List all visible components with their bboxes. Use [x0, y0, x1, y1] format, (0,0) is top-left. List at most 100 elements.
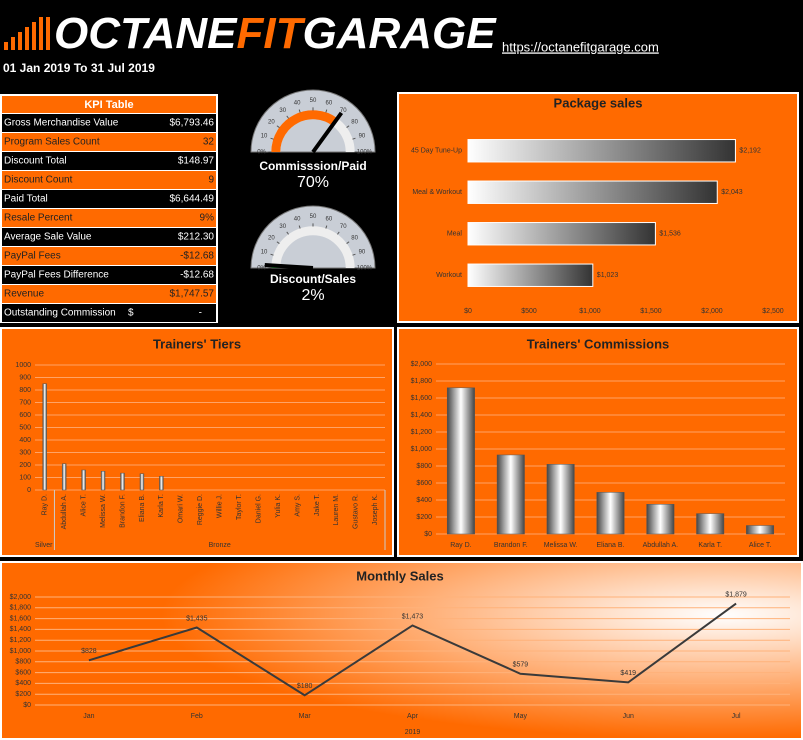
x-tick-label: Ray D. [42, 494, 49, 515]
y-tick-label: 200 [19, 462, 31, 469]
x-tick-label: Alice T. [80, 494, 87, 516]
y-tick-label: 45 Day Tune-Up [411, 148, 462, 155]
y-tick-label: $0 [424, 531, 432, 538]
gauge-tick-label: 10 [261, 134, 268, 140]
bar [696, 513, 725, 535]
y-tick-label: Workout [436, 272, 462, 279]
x-tick-label: $1,500 [640, 308, 662, 315]
kpi-label: PayPal Fees Difference [4, 270, 109, 281]
x-tick-label: $500 [521, 308, 537, 315]
gauge-tick [352, 137, 356, 140]
value-label: $579 [513, 662, 529, 669]
gauge-tick-label: 0% [257, 150, 266, 156]
kpi-row [2, 266, 216, 284]
gauge-tick [298, 225, 301, 229]
kpi-title: KPI Table [84, 99, 133, 111]
x-tick-label: Jan [83, 713, 94, 720]
x-tick-label: Brandon F. [494, 542, 528, 549]
x-tick-label: Jul [732, 713, 741, 720]
logo: OCTANEFITGARAGE [54, 9, 497, 58]
gauge-tick-label: 90 [359, 134, 366, 140]
gauge-tick [286, 231, 289, 235]
gauge-tick-label: 40 [294, 101, 301, 107]
kpi-row [2, 114, 216, 132]
bar [467, 180, 718, 204]
line [88, 602, 737, 697]
y-tick-label: $200 [15, 691, 31, 698]
x-tick-label: Abdullah A. [643, 542, 678, 549]
x-tick-label: Melissa W. [544, 542, 578, 549]
group-label: Bronze [209, 542, 231, 549]
x-tick-label: Jun [623, 713, 634, 720]
x-tick-label: Feb [191, 713, 203, 720]
gauge-value: 2% [301, 287, 324, 304]
kpi-label: Paid Total [4, 194, 48, 205]
x-tick-label: $2,500 [762, 308, 784, 315]
x-tick-label: Alice T. [749, 542, 771, 549]
y-tick-label: $1,800 [411, 378, 433, 385]
y-tick-label: $1,400 [411, 412, 433, 419]
x-tick-label: Abdullah A. [61, 494, 68, 529]
x-axis-title: 2019 [405, 729, 421, 736]
bar [467, 263, 594, 287]
y-tick-label: $400 [416, 497, 432, 504]
gauge-needle [264, 262, 314, 270]
kpi-header [2, 96, 216, 113]
kpi-label: Program Sales Count [4, 137, 100, 148]
x-tick-label: Karla T. [698, 542, 722, 549]
gauge-track [271, 226, 355, 269]
x-tick-label: Amy S. [294, 494, 301, 517]
gauge-tick [352, 253, 356, 256]
kpi-label: Outstanding Commission [4, 308, 116, 319]
y-tick-label: $200 [416, 514, 432, 521]
gauge-tick [286, 115, 289, 119]
y-tick-label: $2,000 [10, 594, 32, 601]
y-tick-label: 100 [19, 474, 31, 481]
kpi-value: $6,644.49 [170, 194, 215, 205]
y-tick-label: $600 [416, 480, 432, 487]
kpi-row [2, 228, 216, 246]
y-tick-label: Meal & Workout [412, 189, 462, 196]
kpi-value: 9% [200, 213, 215, 224]
kpi-row [2, 190, 216, 208]
kpi-row [2, 152, 216, 170]
chart-title: Monthly Sales [356, 568, 443, 583]
x-tick-label: Lauren M. [333, 494, 340, 526]
bar [120, 472, 125, 491]
kpi-label: Average Sale Value [4, 232, 92, 243]
y-tick-label: 700 [19, 399, 31, 406]
x-tick-label: $1,000 [579, 308, 601, 315]
chart-title: Trainers' Commissions [527, 336, 670, 351]
value-label: $1,536 [659, 231, 681, 238]
kpi-label: Gross Merchandise Value [4, 118, 119, 129]
kpi-value: 32 [203, 137, 215, 148]
kpi-value: $1,747.57 [170, 289, 215, 300]
bar [746, 525, 775, 535]
y-tick-label: $0 [23, 702, 31, 709]
x-tick-label: Karla T. [158, 494, 165, 518]
bar [446, 387, 475, 535]
value-label: $1,023 [597, 272, 619, 279]
gauge-tick-label: 70 [340, 108, 347, 114]
url[interactable]: https://octanefitgarage.com [502, 39, 659, 54]
x-tick-label: Jake T. [314, 494, 321, 516]
chart-title: Package sales [554, 95, 643, 110]
kpi-label: Revenue [4, 289, 44, 300]
y-tick-label: $800 [15, 659, 31, 666]
gauge-tick-label: 40 [294, 217, 301, 223]
x-tick-label: Apr [407, 713, 419, 720]
x-tick-label: Daniel G. [255, 494, 262, 523]
gauge-tick-label: 100% [357, 150, 373, 156]
y-tick-label: $800 [416, 463, 432, 470]
bar [467, 222, 656, 246]
kpi-row [2, 133, 216, 151]
y-tick-label: $1,200 [10, 637, 32, 644]
x-tick-label: $2,000 [701, 308, 723, 315]
kpi-value: 9 [208, 175, 214, 186]
value-label: $2,043 [721, 189, 743, 196]
kpi-value: -$12.68 [180, 270, 214, 281]
gauge-tick-label: 30 [279, 108, 286, 114]
kpi-row [2, 209, 216, 227]
value-label: $1,473 [402, 613, 424, 620]
